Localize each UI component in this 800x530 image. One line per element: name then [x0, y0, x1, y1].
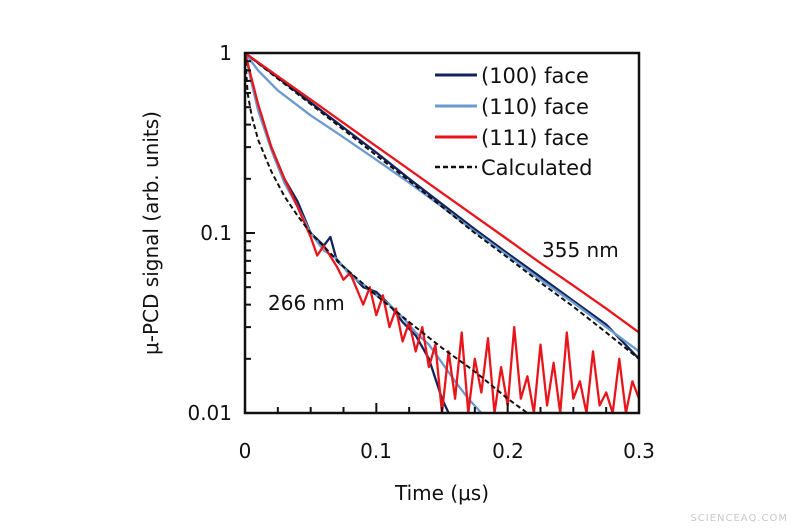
series-line-100face-355nm: [244, 52, 640, 360]
series-line-111face-266nm: [243, 52, 641, 415]
series-layer: [243, 52, 641, 415]
x-tick-label-0.3: 0.3: [623, 439, 655, 463]
annotation-266nm: 266 nm: [268, 291, 345, 315]
legend-label-111: (111) face: [481, 126, 589, 150]
series-line-111face-355nm: [244, 52, 640, 334]
watermark: SCIENCEAQ.COM: [690, 513, 788, 524]
legend-label-110: (110) face: [481, 95, 589, 119]
ticks-layer: [245, 60, 608, 414]
annotation-355nm: 355 nm: [542, 238, 619, 262]
series-line-110face-355nm: [244, 52, 640, 353]
x-tick-label-0.2: 0.2: [492, 439, 524, 463]
x-tick-label-0.1: 0.1: [360, 439, 392, 463]
series-line-100face-266nm: [243, 52, 450, 414]
y-tick-label-1: 1: [219, 41, 232, 65]
series-line-calculated-355nm: [244, 52, 640, 360]
series-line-calculated-266nm: [244, 52, 528, 414]
y-tick-label-0.1: 0.1: [200, 221, 232, 245]
x-tick-label-0: 0: [239, 439, 252, 463]
legend: (100) face (110) face (111) face Calcula…: [435, 64, 592, 180]
legend-label-100: (100) face: [481, 64, 589, 88]
y-axis-title: μ-PCD signal (arb. units): [139, 111, 163, 355]
x-axis-title: Time (μs): [394, 481, 489, 505]
y-tick-label-0.01: 0.01: [187, 401, 232, 425]
legend-label-calculated: Calculated: [481, 156, 592, 180]
